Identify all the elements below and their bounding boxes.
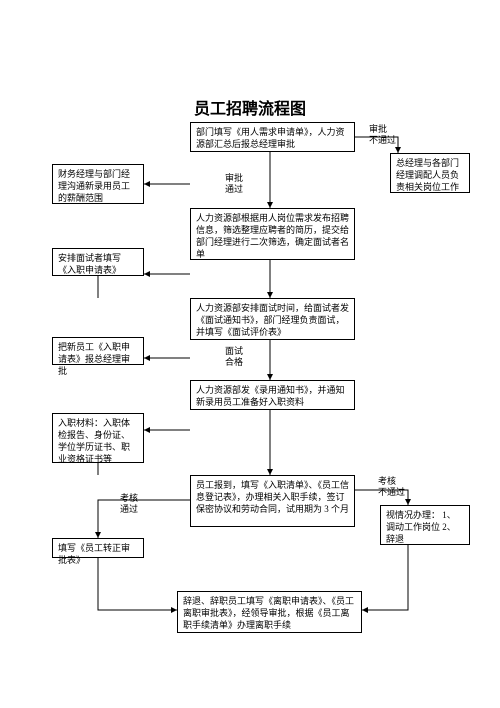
- node-n12: 填写《员工转正审批表》: [52, 538, 144, 558]
- edge-label-l5: 考核 不通过: [378, 476, 405, 498]
- edge-label-l3: 面试 合格: [225, 346, 243, 368]
- node-n8: 人力资源部发《录用通知书》，并通知新录用员工准备好入职资料: [190, 380, 355, 410]
- node-n5: 安排面试者填写《入职申请表》: [52, 248, 144, 276]
- flowchart-page: 员工招聘流程图 部门填写《用人需求申请单》，人力资源部汇总后报总经理审批 总经理…: [0, 0, 500, 708]
- node-n4: 人力资源部根据用人岗位需求发布招聘信息，筛选整理应聘者的简历，提交给部门经理进行…: [190, 208, 355, 260]
- node-n11: 视情况办理： 1、调动工作岗位 2、辞退: [380, 505, 470, 545]
- node-n3: 财务经理与部门经理沟通新录用员工的薪酬范围: [52, 164, 144, 204]
- node-n9: 入职材料：入职体检报告、身份证、学位学历证书、职业资格证书等: [52, 413, 144, 463]
- node-n13: 辞退、辞职员工填写《离职申请表》、《员工离职审批表》，经领导审批，根据《员工离职…: [177, 591, 362, 633]
- node-n6: 人力资源部安排面试时间，给面试者发《面试通知书》，部门经理负责面试，并填写《面试…: [190, 298, 355, 340]
- node-n2: 总经理与各部门经理调配人员负责相关岗位工作: [390, 153, 470, 193]
- edge-label-l1: 审批 不通过: [369, 124, 396, 146]
- node-n10: 员工报到，填写《入职清单》、《员工信息登记表》，办理相关入职手续，签订保密协议和…: [190, 475, 355, 527]
- node-n7: 把新员工《入职申请表》报总经理审批: [52, 337, 144, 365]
- edge-label-l2: 审批 通过: [225, 173, 243, 195]
- node-n1: 部门填写《用人需求申请单》，人力资源部汇总后报总经理审批: [190, 122, 355, 152]
- page-title: 员工招聘流程图: [0, 95, 500, 119]
- edge-label-l4: 考核 通过: [120, 493, 138, 515]
